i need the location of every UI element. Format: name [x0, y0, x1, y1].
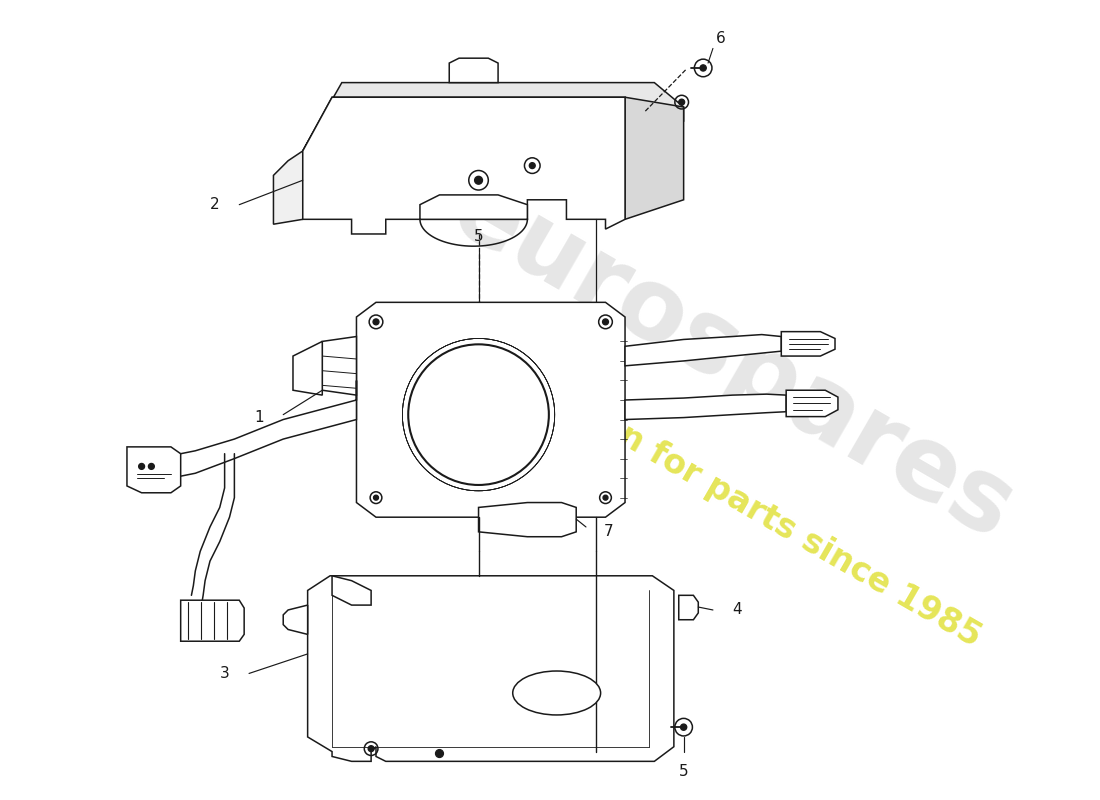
Polygon shape — [420, 195, 527, 219]
Text: a passion for parts since 1985: a passion for parts since 1985 — [478, 342, 987, 654]
Polygon shape — [283, 605, 308, 634]
Text: 4: 4 — [733, 602, 742, 618]
Polygon shape — [679, 595, 699, 620]
Circle shape — [700, 65, 706, 71]
Polygon shape — [625, 334, 781, 366]
Polygon shape — [332, 576, 371, 605]
Circle shape — [603, 495, 608, 500]
Text: 5: 5 — [474, 229, 483, 244]
Polygon shape — [308, 576, 674, 762]
Circle shape — [148, 463, 154, 470]
Polygon shape — [126, 447, 180, 493]
Circle shape — [373, 319, 378, 325]
Circle shape — [139, 463, 144, 470]
Polygon shape — [170, 381, 356, 476]
Circle shape — [529, 162, 536, 169]
Text: 7: 7 — [604, 524, 613, 539]
Text: 5: 5 — [679, 764, 689, 779]
Polygon shape — [625, 98, 683, 219]
Ellipse shape — [513, 671, 601, 715]
Polygon shape — [293, 342, 322, 395]
Text: eurospares: eurospares — [434, 161, 1031, 561]
Text: 6: 6 — [716, 31, 726, 46]
Polygon shape — [274, 151, 302, 224]
Circle shape — [436, 750, 443, 758]
Text: 1: 1 — [254, 410, 264, 425]
Polygon shape — [302, 98, 625, 234]
Polygon shape — [302, 82, 683, 151]
Polygon shape — [322, 337, 356, 395]
Circle shape — [368, 746, 374, 751]
Circle shape — [603, 319, 608, 325]
Polygon shape — [478, 502, 576, 537]
Polygon shape — [625, 394, 786, 419]
Text: 3: 3 — [220, 666, 230, 681]
Circle shape — [474, 176, 483, 184]
Polygon shape — [786, 390, 838, 417]
Circle shape — [374, 495, 378, 500]
Polygon shape — [180, 600, 244, 642]
Polygon shape — [356, 302, 625, 517]
Polygon shape — [449, 58, 498, 82]
Circle shape — [679, 99, 684, 105]
Text: 2: 2 — [210, 197, 220, 212]
Polygon shape — [781, 332, 835, 356]
Circle shape — [681, 724, 686, 730]
